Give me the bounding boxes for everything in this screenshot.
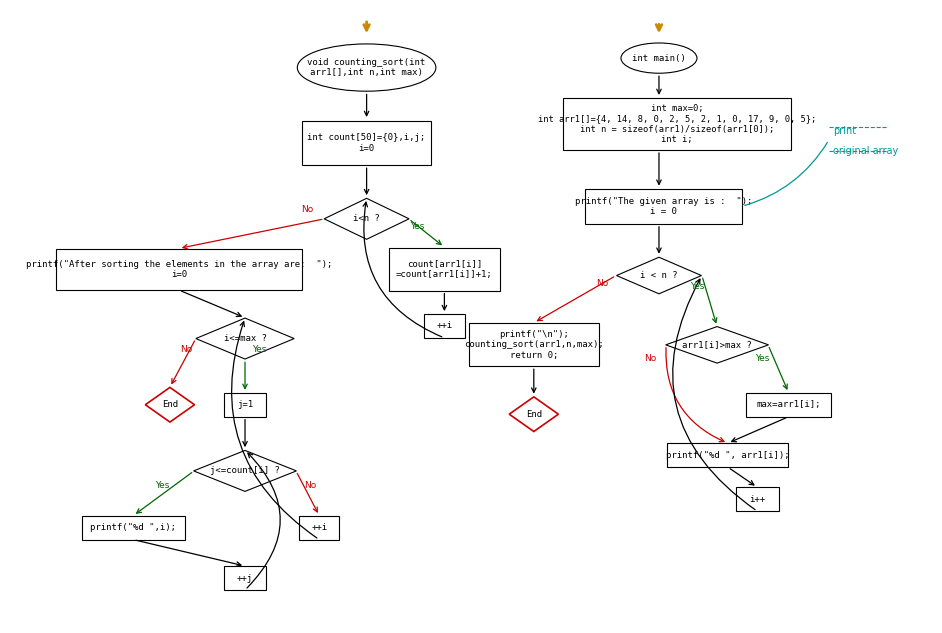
FancyBboxPatch shape bbox=[585, 189, 741, 223]
Polygon shape bbox=[196, 318, 294, 359]
FancyBboxPatch shape bbox=[301, 121, 431, 165]
Text: i++: i++ bbox=[749, 495, 766, 504]
Polygon shape bbox=[324, 198, 409, 239]
FancyBboxPatch shape bbox=[300, 516, 339, 539]
Text: count[arr1[i]]
=count[arr1[i]]+1;: count[arr1[i]] =count[arr1[i]]+1; bbox=[396, 260, 493, 279]
FancyBboxPatch shape bbox=[563, 99, 791, 150]
FancyBboxPatch shape bbox=[424, 314, 464, 338]
Text: No: No bbox=[644, 354, 657, 363]
FancyBboxPatch shape bbox=[746, 392, 831, 417]
FancyBboxPatch shape bbox=[82, 516, 185, 539]
FancyBboxPatch shape bbox=[223, 566, 267, 590]
Polygon shape bbox=[666, 327, 769, 363]
Text: Yes: Yes bbox=[411, 222, 425, 231]
Text: Yes: Yes bbox=[252, 346, 267, 354]
Text: ++i: ++i bbox=[311, 523, 327, 532]
Text: printf("%d ", arr1[i]);: printf("%d ", arr1[i]); bbox=[666, 451, 789, 460]
Text: Yes: Yes bbox=[755, 354, 769, 363]
Ellipse shape bbox=[298, 44, 436, 91]
FancyBboxPatch shape bbox=[469, 323, 598, 367]
Text: printf("\n");
counting_sort(arr1,n,max);
return 0;: printf("\n"); counting_sort(arr1,n,max);… bbox=[463, 330, 604, 360]
Polygon shape bbox=[510, 397, 559, 432]
Text: void counting_sort(int
arr1[],int n,int max): void counting_sort(int arr1[],int n,int … bbox=[307, 58, 426, 77]
Text: No: No bbox=[301, 205, 314, 214]
Text: ++i: ++i bbox=[436, 322, 452, 330]
FancyBboxPatch shape bbox=[56, 249, 301, 290]
Text: i<=max ?: i<=max ? bbox=[223, 334, 267, 343]
Polygon shape bbox=[616, 257, 702, 294]
Text: j=1: j=1 bbox=[237, 400, 253, 409]
FancyBboxPatch shape bbox=[223, 392, 267, 417]
Text: print: print bbox=[834, 126, 856, 136]
Text: int max=0;
int arr1[]={4, 14, 8, 0, 2, 5, 2, 1, 0, 17, 9, 0, 5};
int n = sizeof(: int max=0; int arr1[]={4, 14, 8, 0, 2, 5… bbox=[538, 104, 816, 144]
Text: original array: original array bbox=[834, 146, 899, 156]
Text: i < n ?: i < n ? bbox=[641, 271, 678, 280]
Polygon shape bbox=[194, 451, 297, 491]
Text: arr1[i]>max ?: arr1[i]>max ? bbox=[682, 341, 752, 349]
Text: max=arr1[i];: max=arr1[i]; bbox=[756, 400, 820, 409]
FancyBboxPatch shape bbox=[388, 248, 500, 291]
Text: printf("%d ",i);: printf("%d ",i); bbox=[90, 523, 176, 532]
Text: int count[50]={0},i,j;
i=0: int count[50]={0},i,j; i=0 bbox=[307, 134, 426, 153]
Text: ++j: ++j bbox=[237, 573, 253, 582]
FancyBboxPatch shape bbox=[736, 487, 779, 511]
Ellipse shape bbox=[621, 43, 697, 73]
Text: Yes: Yes bbox=[155, 481, 170, 490]
Text: End: End bbox=[162, 400, 178, 409]
FancyBboxPatch shape bbox=[668, 443, 788, 467]
Text: i<n ?: i<n ? bbox=[353, 215, 380, 223]
Text: j<=count[i] ?: j<=count[i] ? bbox=[210, 467, 280, 475]
Text: printf("The given array is :  ");
i = 0: printf("The given array is : "); i = 0 bbox=[575, 196, 752, 216]
Polygon shape bbox=[145, 387, 194, 422]
Text: No: No bbox=[596, 279, 609, 288]
Text: int main(): int main() bbox=[632, 54, 686, 63]
Text: Yes: Yes bbox=[690, 282, 705, 291]
Text: No: No bbox=[304, 481, 317, 490]
Text: End: End bbox=[526, 410, 542, 418]
Text: No: No bbox=[180, 346, 192, 354]
Text: printf("After sorting the elements in the array are:  ");
i=0: printf("After sorting the elements in th… bbox=[25, 260, 332, 279]
